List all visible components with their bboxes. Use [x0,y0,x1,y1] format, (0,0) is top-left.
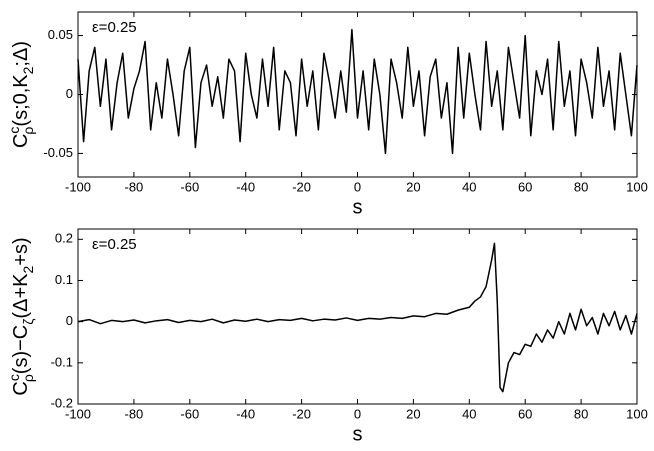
y-label-part: (Δ+K [10,273,32,319]
y-label-part: +s) [10,237,32,265]
x-tick-label: 0 [354,406,361,421]
x-tick-label: -60 [180,179,199,194]
x-tick-label: -60 [180,406,199,421]
y-axis-label: Ccρ(s)−Cζ(Δ+K2+s) [6,237,36,395]
y-label-part: c [6,127,22,134]
x-tick-label: 100 [626,179,648,194]
x-tick-label: -80 [125,179,144,194]
x-axis-label: s [353,196,363,218]
plot-area [77,11,638,178]
x-tick-label: 20 [406,179,420,194]
x-tick-label: -100 [65,406,91,421]
y-tick-label: 0.1 [55,272,73,287]
x-tick-label: 0 [354,179,361,194]
y-label-part: ρ [20,374,36,382]
x-tick-label: -40 [236,179,255,194]
annotation: ε=0.25 [92,236,137,253]
y-label-part: (s)−C [10,325,32,374]
y-label-part: ;Δ) [10,41,32,67]
y-label-part: 2 [20,266,36,274]
annotation: ε=0.25 [92,19,137,36]
y-tick-label: 0.05 [48,27,73,42]
x-tick-label: 80 [574,179,588,194]
y-tick-label: 0.2 [55,231,73,246]
y-label-part: C [10,381,32,395]
data-line [77,28,638,155]
y-tick-label: -0.2 [51,395,73,410]
plot-area [77,228,638,405]
x-tick-label: 40 [462,179,476,194]
panel: -100 -80 -60 -40 -20 0 20 40 60 80 100 -0.05 0 0.05 s C… [6,11,648,218]
y-tick-label: 0 [66,86,73,101]
y-axis-label: Ccρ(s;0,K2;Δ) [6,41,36,148]
panel: -100 -80 -60 -40 -20 0 20 40 60 80 100 -0.2 -0.1 0 0.1… [6,228,648,445]
data-line [77,242,638,393]
y-label-part: ρ [20,127,36,135]
x-tick-label: -40 [236,406,255,421]
x-axis-label: s [353,423,363,445]
x-tick-label: -20 [292,406,311,421]
y-label-part: (s;0,K [10,74,32,127]
x-tick-label: 100 [626,406,648,421]
y-tick-label: -0.05 [43,145,73,160]
x-tick-label: 40 [462,406,476,421]
x-tick-label: -100 [65,179,91,194]
x-tick-label: 80 [574,406,588,421]
y-label-part: 2 [20,66,36,74]
y-label-part: ζ [20,319,36,325]
x-tick-label: 60 [518,179,532,194]
x-tick-label: -80 [125,406,144,421]
y-label-part: c [6,374,22,381]
y-tick-label: -0.1 [51,354,73,369]
x-tick-label: 60 [518,406,532,421]
x-tick-label: 20 [406,406,420,421]
x-tick-label: -20 [292,179,311,194]
y-tick-label: 0 [66,313,73,328]
y-label-part: C [10,134,32,148]
